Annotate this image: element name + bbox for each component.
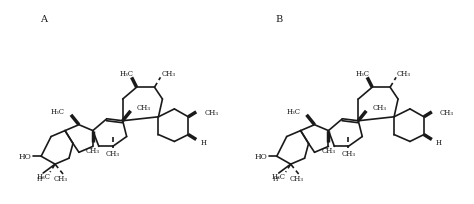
Text: CH₃: CH₃ [204, 108, 218, 116]
Text: CH₃: CH₃ [397, 70, 411, 78]
Text: CH₃: CH₃ [321, 147, 336, 155]
Text: CH₃: CH₃ [106, 150, 120, 157]
Text: H₃C: H₃C [355, 70, 369, 78]
Text: H: H [436, 139, 442, 147]
Text: CH₃: CH₃ [54, 174, 68, 182]
Text: H₃C: H₃C [287, 107, 301, 115]
Text: H₃C: H₃C [36, 172, 50, 180]
Text: CH₃: CH₃ [86, 147, 100, 155]
Text: CH₃: CH₃ [137, 103, 151, 111]
Text: CH₃: CH₃ [341, 150, 356, 157]
Text: CH₃: CH₃ [372, 103, 386, 111]
Text: H₃C: H₃C [119, 70, 134, 78]
Text: CH₃: CH₃ [290, 174, 304, 182]
Text: CH₃: CH₃ [162, 70, 175, 78]
Text: H: H [200, 139, 206, 147]
Text: H': H' [37, 176, 44, 181]
Text: A: A [40, 14, 46, 23]
Text: CH₃: CH₃ [440, 108, 454, 116]
Text: B: B [275, 14, 283, 23]
Text: HO: HO [19, 153, 32, 161]
Text: HO: HO [255, 153, 267, 161]
Text: H': H' [273, 176, 280, 181]
Text: H₃C: H₃C [51, 107, 65, 115]
Text: H₃C: H₃C [272, 172, 286, 180]
